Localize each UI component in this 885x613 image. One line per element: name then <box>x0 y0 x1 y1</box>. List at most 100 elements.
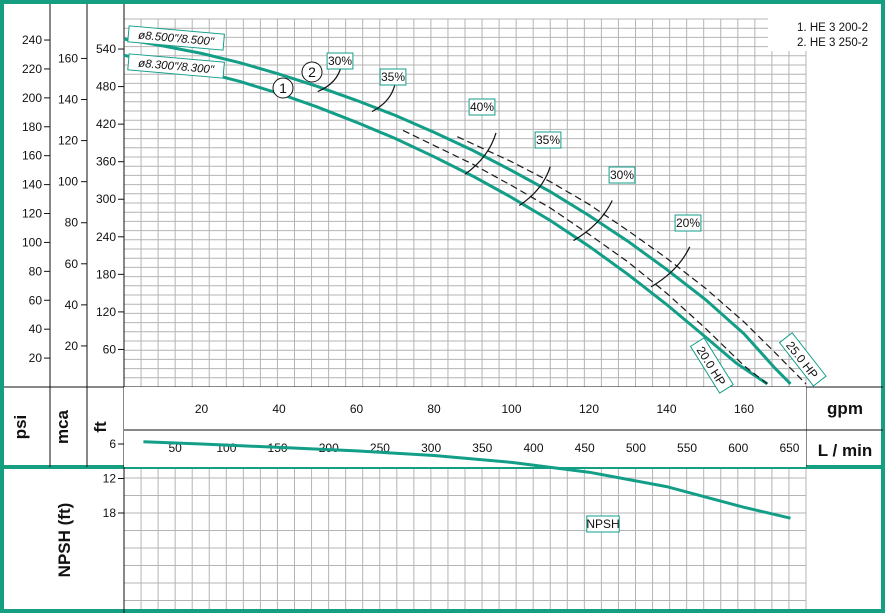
gpm-tick-label: 80 <box>427 402 441 416</box>
efficiency-label-text: 30% <box>610 168 634 182</box>
psi-axis-title: psi <box>11 415 30 440</box>
grid-top <box>123 18 807 388</box>
efficiency-label-text: 30% <box>328 54 352 68</box>
legend-entry: 1. HE 3 200-2 <box>797 22 868 34</box>
efficiency-label-text: 20% <box>676 216 700 230</box>
npsh-tick-label: 6 <box>109 437 116 451</box>
ft-tick-label: 180 <box>96 267 116 281</box>
impeller-label: ø8.300"/8.300" <box>127 53 225 79</box>
mca-tick-label: 80 <box>65 216 79 230</box>
npsh-tick-label: 12 <box>103 472 117 486</box>
lmin-tick-label: 450 <box>575 441 595 455</box>
efficiency-label-box <box>534 131 562 149</box>
power-label-box <box>689 337 734 394</box>
efficiency-label-box <box>608 166 636 184</box>
efficiency-arc <box>518 166 551 207</box>
grid-bottom <box>123 467 807 613</box>
mca-tick-label: 20 <box>65 339 79 353</box>
gpm-band <box>124 387 806 430</box>
mca-tick-label: 60 <box>65 257 79 271</box>
ft-axis-title: ft <box>91 421 110 433</box>
ft-tick-label: 240 <box>96 230 116 244</box>
ft-tick-label: 540 <box>96 42 116 56</box>
mca-tick-label: 120 <box>58 134 78 148</box>
psi-tick-label: 100 <box>22 235 42 249</box>
lmin-tick-label: 300 <box>421 441 441 455</box>
gpm-tick-label: 100 <box>501 402 521 416</box>
gpm-tick-label: 120 <box>579 402 599 416</box>
efficiency-label: 35% <box>379 68 407 86</box>
power-curve-250HP <box>457 136 807 385</box>
efficiency-label-text: 40% <box>470 100 494 114</box>
psi-tick-label: 220 <box>22 62 42 76</box>
ft-tick-label: 300 <box>96 192 116 206</box>
lmin-tick-label: 350 <box>472 441 492 455</box>
lmin-tick-label: 400 <box>523 441 543 455</box>
psi-tick-label: 240 <box>22 33 42 47</box>
efficiency-label-box <box>468 98 496 116</box>
impeller-label-box <box>127 53 225 79</box>
psi-tick-label: 180 <box>22 120 42 134</box>
mca-tick-label: 140 <box>58 93 78 107</box>
psi-tick-label: 60 <box>29 293 43 307</box>
gpm-tick-label: 160 <box>734 402 754 416</box>
npsh-axis: 6 12 18 NPSH (ft) <box>55 437 124 577</box>
lmin-tick-label: 600 <box>728 441 748 455</box>
efficiency-label-box <box>326 52 354 70</box>
psi-tick-label: 200 <box>22 91 42 105</box>
ft-tick-label: 60 <box>103 342 117 356</box>
npsh-curve <box>143 440 791 520</box>
ft-tick-label: 480 <box>96 80 116 94</box>
legend-bg <box>768 17 881 51</box>
ft-tick-label: 360 <box>96 155 116 169</box>
head-curve-2 <box>123 37 792 385</box>
npsh-tick-label: 18 <box>103 506 117 520</box>
mca-axis-title: mca <box>53 409 72 444</box>
ft-tick-label: 120 <box>96 305 116 319</box>
efficiency-label: 40% <box>468 98 496 116</box>
mca-tick-label: 100 <box>58 175 78 189</box>
npsh-axis-title: NPSH (ft) <box>55 503 74 578</box>
efficiency-arc <box>371 82 396 113</box>
npsh-label: NPSH <box>586 515 620 533</box>
efficiency-label: 35% <box>534 131 562 149</box>
psi-tick-label: 120 <box>22 207 42 221</box>
curve-marker-2: 2 <box>301 61 323 83</box>
efficiency-label-text: 35% <box>536 133 560 147</box>
psi-tick-label: 80 <box>29 264 43 278</box>
power-curve-200HP <box>402 129 768 385</box>
lmin-tick-label: 500 <box>626 441 646 455</box>
efficiency-arc <box>573 200 613 242</box>
efficiency-arc <box>464 132 497 175</box>
curve-marker-text: 1 <box>279 80 287 96</box>
npsh-label-text: NPSH <box>586 517 619 531</box>
ft-tick-label: 420 <box>96 117 116 131</box>
npsh-label-box <box>586 515 620 533</box>
lmin-axis-title: L / min <box>818 441 872 460</box>
impeller-label-box <box>127 25 225 51</box>
y-axes: 60 120 180 240 300 360 420 480 540 20 40 60 80 100 120… <box>11 33 124 444</box>
psi-tick-label: 140 <box>22 178 42 192</box>
gpm-tick-label: 60 <box>350 402 364 416</box>
gpm-tick-label: 140 <box>656 402 676 416</box>
legend-entry: 2. HE 3 250-2 <box>797 37 868 49</box>
gpm-axis-title: gpm <box>827 399 863 418</box>
mca-tick-label: 160 <box>58 51 78 65</box>
power-label-box <box>778 332 827 387</box>
lmin-tick-label: 550 <box>677 441 697 455</box>
lmin-tick-label: 200 <box>319 441 339 455</box>
mca-tick-label: 40 <box>65 298 79 312</box>
efficiency-label: 20% <box>674 214 702 232</box>
impeller-label: ø8.500"/8.500" <box>127 25 225 51</box>
psi-tick-label: 20 <box>29 351 43 365</box>
lmin-tick-label: 650 <box>779 441 799 455</box>
lmin-band <box>124 430 806 467</box>
efficiency-label-box <box>379 68 407 86</box>
gpm-tick-label: 20 <box>195 402 209 416</box>
efficiency-label: 30% <box>608 166 636 184</box>
